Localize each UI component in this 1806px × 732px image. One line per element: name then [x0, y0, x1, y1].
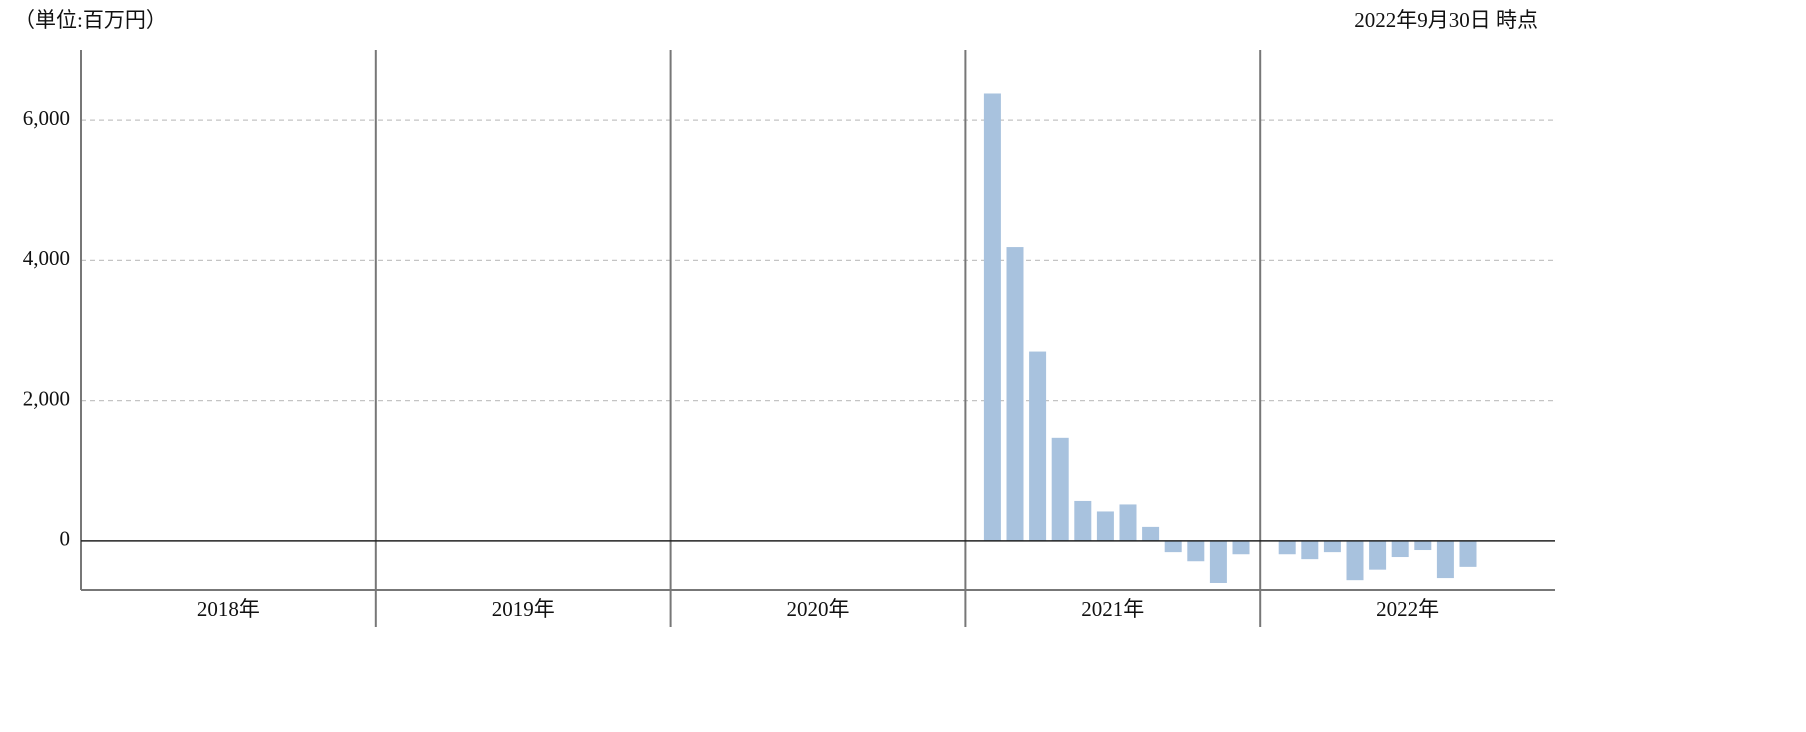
bar	[1436, 540, 1454, 579]
bar	[1119, 504, 1137, 541]
y-tick-label: 6,000	[23, 106, 70, 130]
bar	[983, 93, 1001, 541]
bar	[1391, 540, 1409, 558]
bar	[1346, 540, 1364, 581]
bar	[1187, 540, 1205, 562]
bar	[1164, 540, 1182, 553]
bar	[1278, 540, 1296, 555]
bar	[1006, 247, 1024, 541]
y-tick-label: 0	[60, 527, 71, 551]
bar	[1051, 437, 1069, 541]
bar	[1369, 540, 1387, 570]
as-of-label: 2022年9月30日 時点	[1354, 8, 1538, 32]
x-tick-label: 2018年	[197, 597, 260, 621]
bar	[1301, 540, 1319, 560]
unit-label: （単位:百万円）	[14, 8, 167, 32]
x-tick-label: 2022年	[1376, 597, 1439, 621]
bar	[1096, 511, 1114, 541]
y-tick-label: 2,000	[23, 386, 70, 410]
x-tick-label: 2021年	[1081, 597, 1144, 621]
x-tick-label: 2020年	[787, 597, 850, 621]
x-tick-label: 2019年	[492, 597, 555, 621]
bar	[1029, 351, 1047, 541]
bar	[1414, 540, 1432, 551]
bar	[1209, 540, 1227, 583]
bar	[1323, 540, 1341, 553]
bar	[1459, 540, 1477, 567]
bar	[1232, 540, 1250, 555]
bar	[1142, 526, 1160, 541]
y-tick-label: 4,000	[23, 246, 70, 270]
bar	[1074, 500, 1092, 541]
